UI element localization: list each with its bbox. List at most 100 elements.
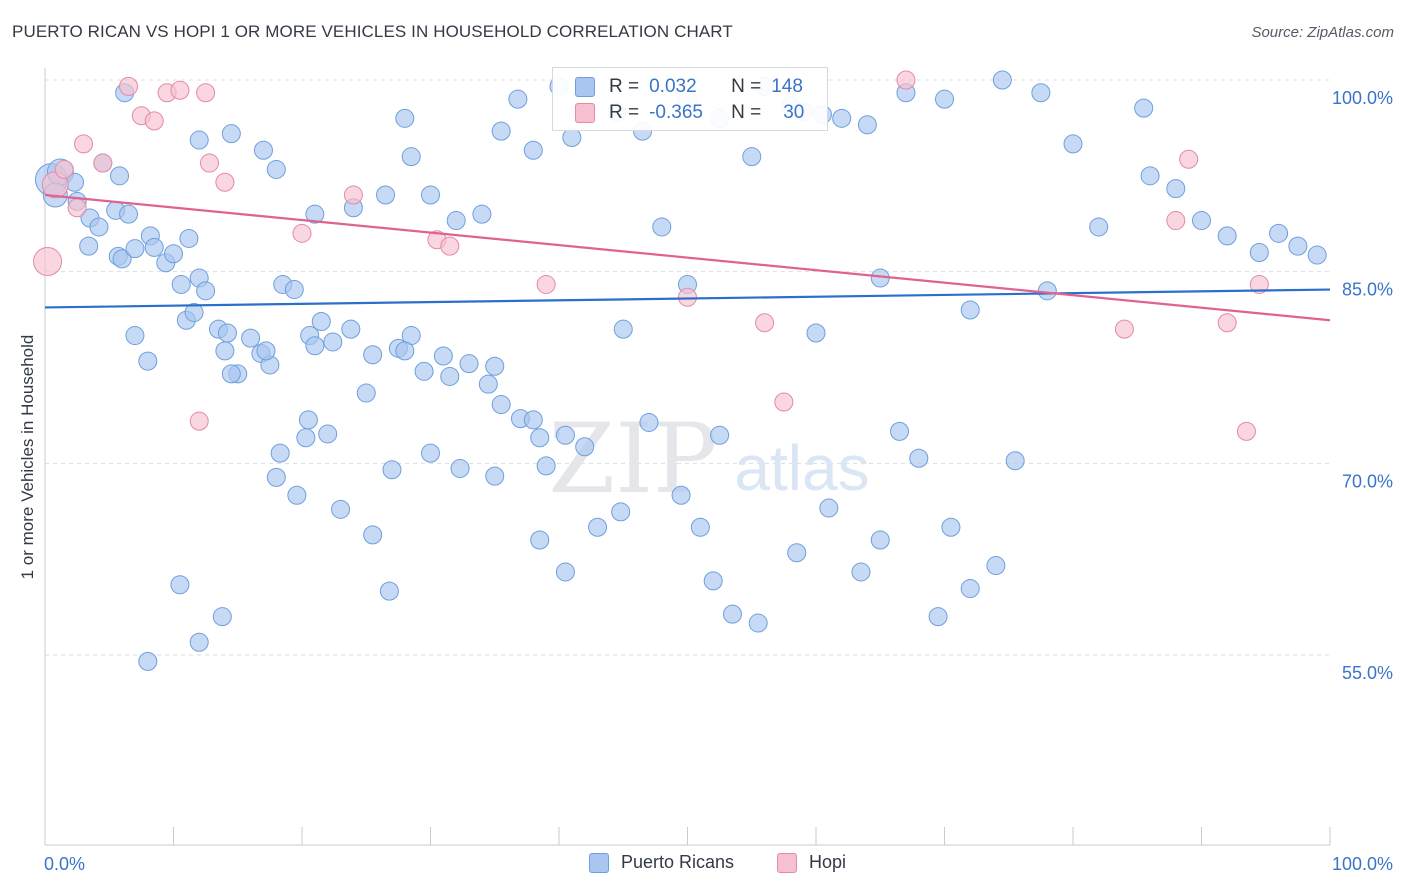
data-point[interactable] — [215, 341, 235, 361]
data-point[interactable] — [652, 217, 672, 237]
data-point[interactable] — [1288, 236, 1308, 256]
data-point[interactable] — [79, 236, 99, 256]
data-point[interactable] — [1307, 245, 1327, 265]
data-point[interactable] — [671, 485, 691, 505]
data-point[interactable] — [199, 153, 219, 173]
data-point[interactable] — [189, 411, 209, 431]
data-point[interactable] — [555, 562, 575, 582]
data-point[interactable] — [774, 392, 794, 412]
data-point[interactable] — [89, 217, 109, 237]
data-point[interactable] — [256, 341, 276, 361]
data-point[interactable] — [119, 204, 139, 224]
data-point[interactable] — [270, 443, 290, 463]
data-point[interactable] — [284, 280, 304, 300]
data-point[interactable] — [446, 211, 466, 231]
data-point[interactable] — [851, 562, 871, 582]
legend-item-hopi[interactable]: Hopi — [777, 852, 846, 873]
data-point[interactable] — [33, 246, 63, 276]
data-point[interactable] — [138, 351, 158, 371]
data-point[interactable] — [184, 303, 204, 323]
data-point[interactable] — [742, 147, 762, 167]
data-point[interactable] — [1140, 166, 1160, 186]
data-point[interactable] — [119, 76, 139, 96]
data-point[interactable] — [67, 198, 87, 218]
data-point[interactable] — [318, 424, 338, 444]
data-point[interactable] — [266, 159, 286, 179]
data-point[interactable] — [170, 80, 190, 100]
data-point[interactable] — [395, 341, 415, 361]
data-point[interactable] — [472, 204, 492, 224]
data-point[interactable] — [421, 443, 440, 463]
data-point[interactable] — [941, 517, 961, 537]
data-point[interactable] — [356, 383, 376, 403]
data-point[interactable] — [523, 140, 543, 160]
data-point[interactable] — [440, 236, 460, 256]
data-point[interactable] — [722, 604, 742, 624]
data-point[interactable] — [440, 366, 460, 386]
data-point[interactable] — [787, 543, 807, 563]
data-point[interactable] — [1166, 211, 1186, 231]
data-point[interactable] — [311, 312, 331, 331]
data-point[interactable] — [253, 140, 273, 160]
data-point[interactable] — [832, 108, 852, 128]
data-point[interactable] — [459, 354, 479, 374]
data-point[interactable] — [1114, 319, 1134, 339]
data-point[interactable] — [221, 124, 241, 144]
data-point[interactable] — [331, 499, 351, 519]
data-point[interactable] — [341, 319, 361, 339]
data-point[interactable] — [179, 228, 199, 248]
data-point[interactable] — [212, 607, 232, 627]
data-point[interactable] — [485, 466, 505, 486]
data-point[interactable] — [287, 485, 307, 505]
data-point[interactable] — [292, 223, 312, 243]
data-point[interactable] — [1134, 98, 1154, 118]
data-point[interactable] — [1063, 134, 1083, 154]
data-point[interactable] — [1179, 149, 1199, 169]
data-point[interactable] — [189, 130, 209, 150]
data-point[interactable] — [305, 204, 325, 224]
data-point[interactable] — [806, 323, 826, 343]
data-point[interactable] — [1192, 211, 1211, 231]
data-point[interactable] — [870, 530, 890, 550]
data-point[interactable] — [323, 332, 343, 352]
data-point[interactable] — [1166, 179, 1186, 199]
data-point[interactable] — [857, 115, 877, 135]
data-point[interactable] — [433, 346, 453, 366]
data-point[interactable] — [960, 579, 980, 599]
data-point[interactable] — [170, 575, 190, 595]
data-point[interactable] — [1217, 313, 1237, 333]
data-point[interactable] — [138, 651, 158, 671]
data-point[interactable] — [992, 70, 1012, 90]
data-point[interactable] — [588, 517, 608, 537]
data-point[interactable] — [536, 274, 556, 294]
data-point[interactable] — [266, 467, 286, 487]
data-point[interactable] — [74, 134, 94, 154]
data-point[interactable] — [530, 530, 550, 550]
data-point[interactable] — [343, 185, 363, 205]
data-point[interactable] — [1217, 226, 1237, 246]
data-point[interactable] — [414, 361, 434, 381]
data-point[interactable] — [241, 328, 261, 348]
data-point[interactable] — [1005, 451, 1025, 471]
data-point[interactable] — [125, 326, 145, 346]
data-point[interactable] — [125, 239, 145, 259]
data-point[interactable] — [164, 244, 183, 264]
data-point[interactable] — [1249, 274, 1269, 294]
data-point[interactable] — [305, 336, 325, 356]
data-point[interactable] — [575, 437, 595, 457]
data-point[interactable] — [613, 319, 633, 339]
data-point[interactable] — [755, 313, 775, 333]
data-point[interactable] — [382, 460, 402, 480]
data-point[interactable] — [819, 498, 839, 518]
data-point[interactable] — [1249, 243, 1269, 262]
data-point[interactable] — [896, 70, 916, 90]
data-point[interactable] — [703, 571, 723, 591]
data-point[interactable] — [217, 323, 237, 343]
data-point[interactable] — [491, 121, 511, 141]
data-point[interactable] — [144, 237, 164, 257]
data-point[interactable] — [909, 448, 929, 468]
legend-item-puerto-ricans[interactable]: Puerto Ricans — [589, 852, 734, 873]
data-point[interactable] — [379, 581, 399, 601]
data-point[interactable] — [298, 410, 318, 430]
data-point[interactable] — [555, 425, 575, 445]
